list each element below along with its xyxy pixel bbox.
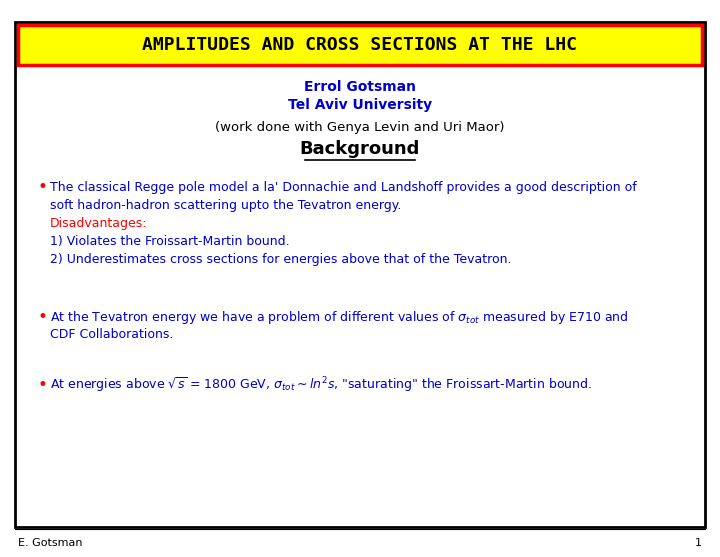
Text: soft hadron-hadron scattering upto the Tevatron energy.: soft hadron-hadron scattering upto the T… — [50, 198, 401, 212]
Text: (work done with Genya Levin and Uri Maor): (work done with Genya Levin and Uri Maor… — [215, 120, 505, 134]
Bar — [18, 25, 702, 65]
Text: 1) Violates the Froissart-Martin bound.: 1) Violates the Froissart-Martin bound. — [50, 234, 289, 247]
Text: Tel Aviv University: Tel Aviv University — [288, 98, 432, 112]
Text: Background: Background — [300, 140, 420, 158]
Text: 2) Underestimates cross sections for energies above that of the Tevatron.: 2) Underestimates cross sections for ene… — [50, 252, 511, 266]
Text: CDF Collaborations.: CDF Collaborations. — [50, 329, 174, 341]
Text: •: • — [38, 376, 48, 394]
Text: •: • — [38, 308, 48, 326]
Text: Errol Gotsman: Errol Gotsman — [304, 80, 416, 94]
Text: Disadvantages:: Disadvantages: — [50, 217, 148, 229]
Text: •: • — [38, 178, 48, 196]
Text: At energies above $\sqrt{s}$ = 1800 GeV, $\sigma_{tot} \sim ln^2 s$, "saturating: At energies above $\sqrt{s}$ = 1800 GeV,… — [50, 375, 592, 394]
Text: E. Gotsman: E. Gotsman — [18, 538, 83, 548]
Text: At the Tevatron energy we have a problem of different values of $\sigma_{tot}$ m: At the Tevatron energy we have a problem… — [50, 309, 629, 325]
Text: 1: 1 — [695, 538, 702, 548]
Text: The classical Regge pole model a la' Donnachie and Landshoff provides a good des: The classical Regge pole model a la' Don… — [50, 180, 636, 193]
Text: AMPLITUDES AND CROSS SECTIONS AT THE LHC: AMPLITUDES AND CROSS SECTIONS AT THE LHC — [143, 36, 577, 54]
